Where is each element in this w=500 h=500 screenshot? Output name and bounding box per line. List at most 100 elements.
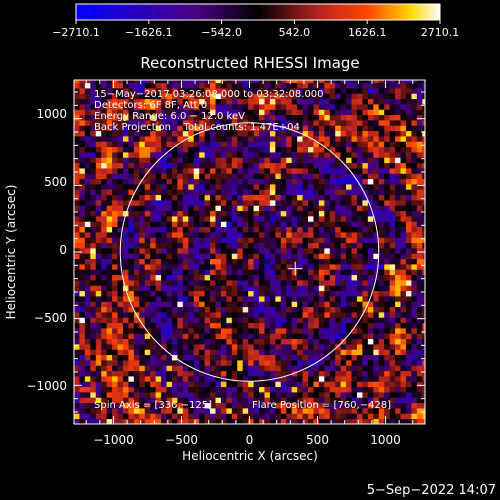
- image-pixel: [237, 328, 244, 334]
- image-pixel: [335, 386, 342, 393]
- image-pixel: [340, 290, 347, 297]
- image-pixel: [416, 226, 423, 233]
- image-pixel: [378, 317, 385, 324]
- image-pixel: [166, 194, 173, 201]
- image-pixel: [188, 285, 195, 292]
- image-pixel: [351, 157, 358, 164]
- image-pixel: [286, 98, 293, 105]
- image-pixel: [384, 200, 391, 206]
- image-pixel: [215, 248, 222, 254]
- image-pixel: [395, 322, 401, 329]
- image-pixel: [166, 258, 173, 265]
- image-pixel: [242, 141, 249, 148]
- image-pixel: [367, 136, 374, 142]
- image-pixel: [193, 237, 200, 244]
- image-pixel: [248, 312, 254, 318]
- image-pixel: [405, 408, 412, 414]
- image-pixel: [411, 248, 418, 254]
- image-pixel: [362, 408, 369, 414]
- image-pixel: [122, 322, 129, 329]
- image-pixel: [286, 290, 293, 297]
- image-pixel: [150, 146, 157, 153]
- image-pixel: [128, 258, 135, 265]
- image-pixel: [269, 130, 276, 137]
- image-pixel: [378, 413, 385, 420]
- image-pixel: [188, 290, 195, 297]
- image-pixel: [416, 82, 423, 89]
- image-pixel: [237, 402, 244, 409]
- image-pixel: [253, 338, 260, 345]
- image-pixel: [74, 130, 80, 137]
- image-pixel: [291, 365, 298, 372]
- image-pixel: [378, 328, 385, 334]
- image-pixel: [302, 98, 309, 105]
- image-pixel: [269, 200, 276, 206]
- image-pixel: [275, 80, 282, 84]
- image-pixel: [231, 285, 238, 292]
- image-pixel: [291, 173, 298, 180]
- image-pixel: [220, 146, 227, 153]
- image-pixel: [193, 370, 200, 377]
- image-pixel: [422, 386, 425, 393]
- image-pixel: [329, 264, 336, 270]
- image-pixel: [74, 370, 80, 377]
- image-pixel: [150, 274, 157, 281]
- image-pixel: [210, 173, 216, 180]
- image-pixel: [90, 274, 97, 281]
- image-pixel: [416, 146, 423, 153]
- image-pixel: [367, 322, 374, 329]
- image-pixel: [220, 152, 227, 158]
- image-pixel: [95, 80, 102, 84]
- image-pixel: [405, 360, 412, 366]
- image-pixel: [117, 317, 124, 324]
- image-pixel: [302, 386, 309, 393]
- image-pixel: [346, 210, 352, 217]
- image-pixel: [133, 402, 140, 409]
- image-pixel: [340, 349, 347, 356]
- image-pixel: [259, 210, 265, 217]
- image-pixel: [226, 210, 233, 217]
- image-pixel: [269, 109, 276, 116]
- image-pixel: [308, 269, 314, 276]
- image-pixel: [356, 82, 363, 89]
- image-pixel: [193, 312, 200, 318]
- image-pixel: [199, 349, 205, 356]
- image-pixel: [215, 88, 222, 94]
- image-pixel: [362, 312, 369, 318]
- image-pixel: [269, 296, 276, 302]
- image-pixel: [416, 280, 423, 286]
- image-pixel: [215, 210, 222, 217]
- image-pixel: [177, 290, 184, 297]
- image-pixel: [128, 104, 135, 110]
- image-pixel: [259, 93, 265, 100]
- image-pixel: [161, 344, 167, 350]
- image-pixel: [405, 173, 412, 180]
- image-pixel: [242, 386, 249, 393]
- image-pixel: [90, 130, 97, 137]
- image-pixel: [193, 253, 200, 260]
- image-pixel: [416, 376, 423, 382]
- image-pixel: [416, 152, 423, 158]
- image-pixel: [79, 104, 86, 110]
- image-pixel: [231, 397, 238, 404]
- image-pixel: [155, 210, 162, 217]
- image-pixel: [237, 189, 244, 196]
- image-pixel: [422, 418, 425, 424]
- image-pixel: [318, 82, 325, 89]
- image-pixel: [384, 98, 391, 105]
- image-pixel: [389, 338, 396, 345]
- image-pixel: [422, 189, 425, 196]
- image-pixel: [237, 392, 244, 398]
- image-pixel: [264, 88, 271, 94]
- image-pixel: [177, 360, 184, 366]
- image-pixel: [231, 136, 238, 142]
- image-pixel: [362, 104, 369, 110]
- image-pixel: [378, 120, 385, 126]
- image-pixel: [416, 397, 423, 404]
- image-pixel: [210, 322, 216, 329]
- image-pixel: [302, 370, 309, 377]
- image-pixel: [248, 104, 254, 110]
- image-pixel: [79, 168, 86, 174]
- image-pixel: [155, 381, 162, 388]
- image-pixel: [411, 322, 418, 329]
